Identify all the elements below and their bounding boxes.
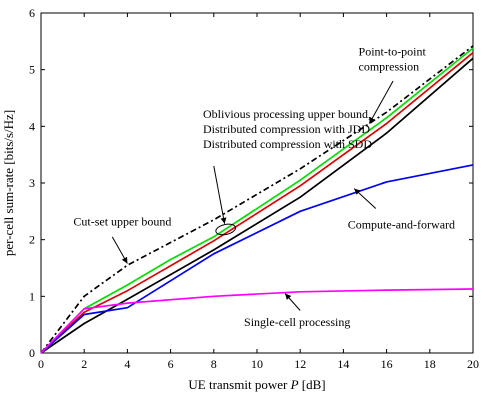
series-line-1 (40, 45, 474, 354)
annotation-arrow (368, 80, 394, 124)
annotation-arrow (111, 236, 128, 264)
annotation-text: Compute-and-forward (348, 217, 455, 231)
annotation-text: Single-cell processing (244, 315, 350, 329)
x-tick-label: 14 (337, 357, 349, 371)
series-line-2 (40, 47, 474, 354)
x-tick-label: 10 (251, 357, 263, 371)
x-tick-label: 12 (294, 357, 306, 371)
x-axis-label: UE transmit power P [dB] (188, 377, 325, 392)
annotation-text: Oblivious processing upper bound, (203, 107, 371, 121)
y-tick-label: 3 (29, 176, 35, 190)
x-tick-label: 6 (168, 357, 174, 371)
annotation-text: Point-to-point (359, 45, 427, 59)
series-line-4 (40, 57, 474, 354)
annotation-4: Compute-and-forward (348, 188, 455, 231)
y-tick-label: 1 (29, 289, 35, 303)
annotation-ellipse (215, 223, 237, 236)
series-line-3 (40, 52, 474, 354)
x-tick-label: 18 (424, 357, 436, 371)
annotation-text: Distributed compression with JDD (203, 122, 370, 136)
x-tick-label: 0 (38, 357, 44, 371)
annotation-2: Oblivious processing upper bound,Distrib… (203, 107, 372, 236)
y-tick-label: 4 (29, 119, 35, 133)
series-line-6 (40, 288, 474, 354)
annotation-text: Cut-set upper bound (73, 215, 171, 229)
annotation-arrow (353, 188, 377, 209)
x-tick-label: 8 (211, 357, 217, 371)
annotation-arrow (213, 165, 227, 224)
x-tick-label: 4 (124, 357, 130, 371)
annotation-3: Cut-set upper bound (73, 215, 171, 264)
annotation-text: Distributed compression with SDD (203, 137, 372, 151)
data-series (40, 45, 474, 354)
y-tick-label: 6 (29, 6, 35, 20)
y-tick-label: 0 (29, 346, 35, 360)
series-line-5 (40, 164, 474, 354)
annotation-arrow (284, 293, 301, 311)
x-tick-label: 2 (81, 357, 87, 371)
x-tick-label: 20 (467, 357, 479, 371)
plot-area (40, 12, 474, 354)
y-axis-label: per-cell sum-rate [bits/s/Hz] (1, 110, 16, 256)
annotation-text: compression (359, 60, 420, 74)
y-tick-label: 2 (29, 233, 35, 247)
annotation-5: Single-cell processing (244, 293, 350, 329)
y-tick-label: 5 (29, 63, 35, 77)
x-tick-label: 16 (381, 357, 393, 371)
